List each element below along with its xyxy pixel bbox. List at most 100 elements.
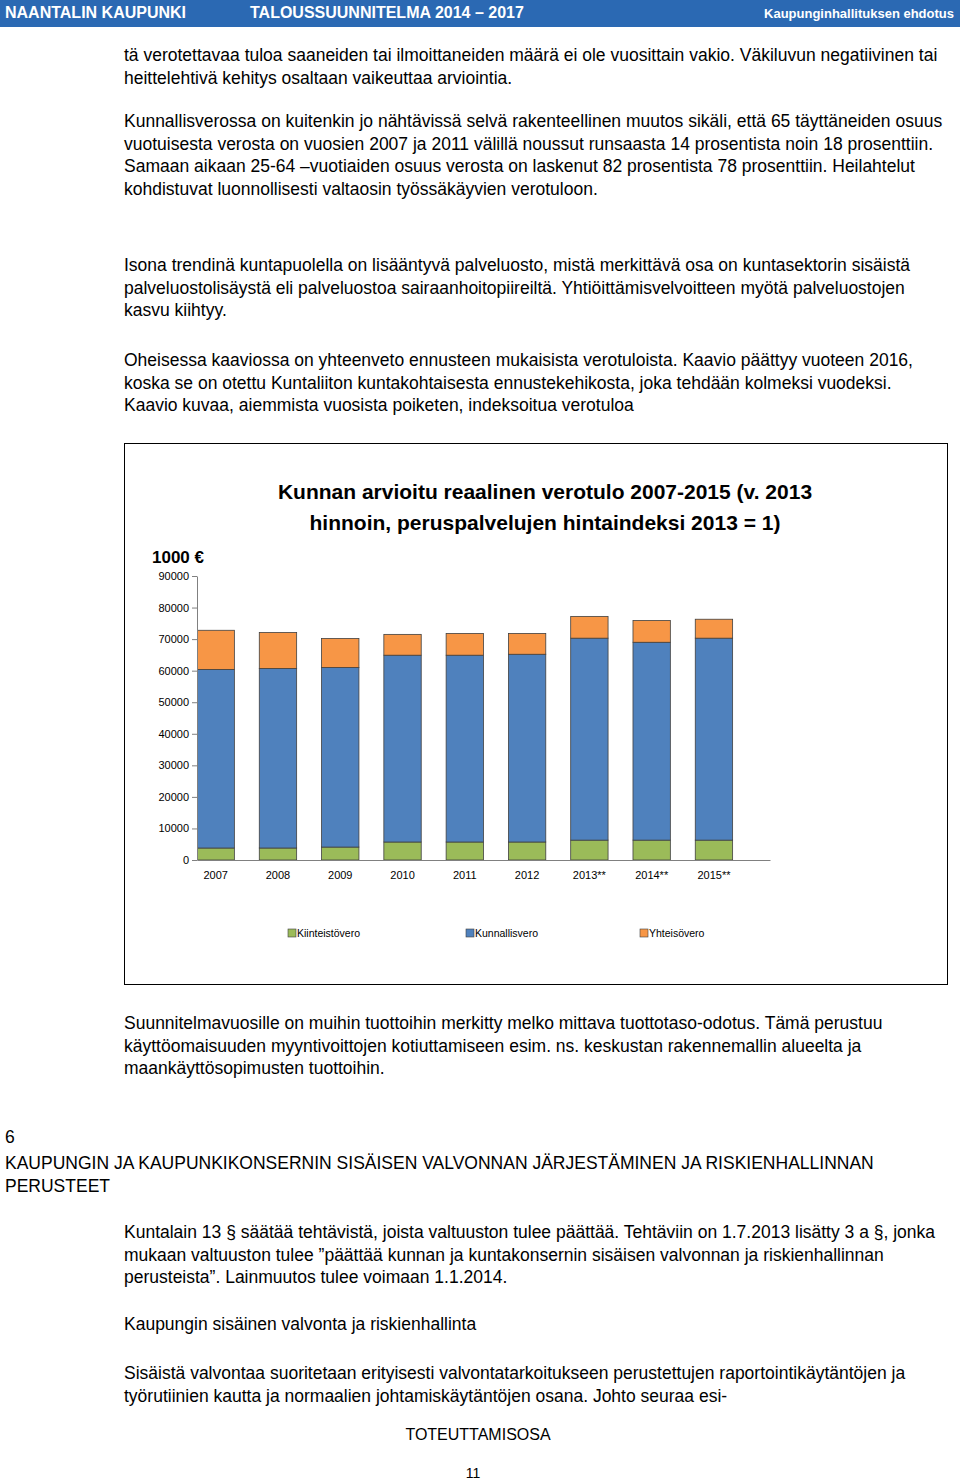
legend-item: Kiinteistövero bbox=[288, 927, 360, 939]
y-tick-mark bbox=[192, 671, 197, 672]
header-center: TALOUSSUUNNITELMA 2014 – 2017 bbox=[250, 4, 524, 22]
y-tick-mark bbox=[192, 765, 197, 766]
x-tick: 2010 bbox=[390, 860, 414, 881]
bar-segment bbox=[695, 638, 732, 840]
bar-segment bbox=[695, 619, 732, 638]
x-tick: 2011 bbox=[453, 860, 477, 881]
y-tick: 90000 bbox=[158, 570, 197, 582]
paragraph: Kunnallisverossa on kuitenkin jo nähtävi… bbox=[124, 110, 948, 200]
bar-segment bbox=[633, 642, 670, 840]
x-tick: 2013** bbox=[573, 860, 607, 881]
bar-segment bbox=[259, 848, 296, 860]
y-tick-mark bbox=[192, 576, 197, 577]
y-tick-label: 80000 bbox=[158, 602, 189, 614]
header-right: Kaupunginhallituksen ehdotus bbox=[764, 6, 954, 21]
x-axis-line bbox=[198, 860, 771, 861]
subheading: Kaupungin sisäinen valvonta ja riskienha… bbox=[124, 1313, 948, 1336]
x-tick: 2012 bbox=[515, 860, 539, 881]
legend-swatch bbox=[640, 929, 648, 937]
series-bars bbox=[197, 638, 733, 848]
bar-segment bbox=[259, 632, 296, 668]
bar-segment bbox=[384, 655, 421, 842]
page: NAANTALIN KAUPUNKI TALOUSSUUNNITELMA 2014… bbox=[0, 0, 960, 1482]
bar-segment bbox=[197, 848, 234, 860]
y-tick-mark bbox=[192, 797, 197, 798]
bar-segment bbox=[633, 840, 670, 860]
y-tick-mark bbox=[192, 734, 197, 735]
x-tick-label: 2012 bbox=[515, 869, 539, 881]
legend-label: Yhteisövero bbox=[649, 927, 705, 939]
bar-segment bbox=[695, 840, 732, 860]
bar-segment bbox=[446, 655, 483, 842]
y-tick: 10000 bbox=[158, 822, 197, 834]
header-left: NAANTALIN KAUPUNKI bbox=[5, 4, 186, 22]
legend-label: Kunnallisvero bbox=[475, 927, 538, 939]
x-tick: 2009 bbox=[328, 860, 352, 881]
y-tick-label: 50000 bbox=[158, 696, 189, 708]
y-tick-mark bbox=[192, 608, 197, 609]
paragraph: Oheisessa kaaviossa on yhteenveto ennust… bbox=[124, 349, 948, 417]
x-tick-label: 2013** bbox=[573, 869, 607, 881]
paragraph: Sisäistä valvontaa suoritetaan erityises… bbox=[124, 1362, 948, 1407]
bar-segment bbox=[571, 616, 608, 638]
bar-segment bbox=[197, 669, 234, 848]
x-tick: 2014** bbox=[635, 860, 669, 881]
x-tick: 2007 bbox=[203, 860, 227, 881]
x-tick-label: 2010 bbox=[390, 869, 414, 881]
x-tick-label: 2011 bbox=[453, 869, 477, 881]
y-tick-label: 30000 bbox=[158, 759, 189, 771]
paragraph: Isona trendinä kuntapuolella on lisäänty… bbox=[124, 254, 948, 322]
y-tick-label: 40000 bbox=[158, 728, 189, 740]
x-tick-label: 2008 bbox=[266, 869, 290, 881]
x-tick-label: 2007 bbox=[203, 869, 227, 881]
x-tick-label: 2009 bbox=[328, 869, 352, 881]
y-tick: 0 bbox=[183, 854, 197, 866]
y-tick: 30000 bbox=[158, 759, 197, 771]
bar-segment bbox=[384, 842, 421, 860]
legend-item: Kunnallisvero bbox=[466, 927, 538, 939]
y-tick-label: 0 bbox=[183, 854, 189, 866]
y-tick-label: 20000 bbox=[158, 791, 189, 803]
x-tick-label: 2015** bbox=[697, 869, 731, 881]
footer-text: TOTEUTTAMISOSA bbox=[0, 1424, 956, 1447]
y-tick-mark bbox=[192, 828, 197, 829]
bar-segment bbox=[446, 633, 483, 655]
bar-segment bbox=[633, 620, 670, 642]
legend-swatch bbox=[466, 929, 474, 937]
series-bars bbox=[197, 616, 733, 669]
y-axis: 0 10000 20000 30000 40000 50000 60000 70000 8000… bbox=[158, 570, 197, 866]
section-number: 6 bbox=[5, 1126, 105, 1149]
bar-segment bbox=[571, 638, 608, 840]
bar-segment bbox=[384, 634, 421, 655]
y-tick-label: 90000 bbox=[158, 570, 189, 582]
bar-segment bbox=[508, 633, 545, 654]
bar-segment bbox=[571, 840, 608, 860]
bar-segment bbox=[322, 668, 359, 848]
bar-segment bbox=[508, 842, 545, 860]
x-axis: 2007 2008 2009 2010 2011 2012 2013** 2014** 2015… bbox=[198, 860, 771, 881]
y-tick-label: 60000 bbox=[158, 665, 189, 677]
paragraph: Kuntalain 13 § säätää tehtävistä, joista… bbox=[124, 1221, 948, 1289]
bar-segment bbox=[259, 668, 296, 848]
x-tick-label: 2014** bbox=[635, 869, 669, 881]
x-tick: 2008 bbox=[266, 860, 290, 881]
legend-label: Kiinteistövero bbox=[297, 927, 360, 939]
legend-item: Yhteisövero bbox=[640, 927, 705, 939]
legend-swatch bbox=[288, 929, 296, 937]
bar-segment bbox=[446, 842, 483, 860]
bar-segment bbox=[197, 630, 234, 669]
header-band: NAANTALIN KAUPUNKI TALOUSSUUNNITELMA 2014… bbox=[0, 0, 960, 27]
section-heading: KAUPUNGIN JA KAUPUNKIKONSERNIN SISÄISEN … bbox=[5, 1152, 945, 1197]
y-axis-label: 1000 € bbox=[152, 548, 205, 567]
y-tick-label: 10000 bbox=[158, 822, 189, 834]
chart: 1000 € 0 10000 20000 30000 40000 50000 60000 700… bbox=[124, 443, 948, 985]
y-tick: 70000 bbox=[158, 633, 197, 645]
paragraph: Suunnitelmavuosille on muihin tuottoihin… bbox=[124, 1012, 948, 1080]
y-tick: 20000 bbox=[158, 791, 197, 803]
x-tick: 2015** bbox=[697, 860, 731, 881]
y-tick-mark bbox=[192, 702, 197, 703]
bar-segment bbox=[322, 847, 359, 860]
page-number: 11 bbox=[0, 1462, 946, 1482]
bar-segment bbox=[322, 638, 359, 667]
y-tick: 80000 bbox=[158, 602, 197, 614]
